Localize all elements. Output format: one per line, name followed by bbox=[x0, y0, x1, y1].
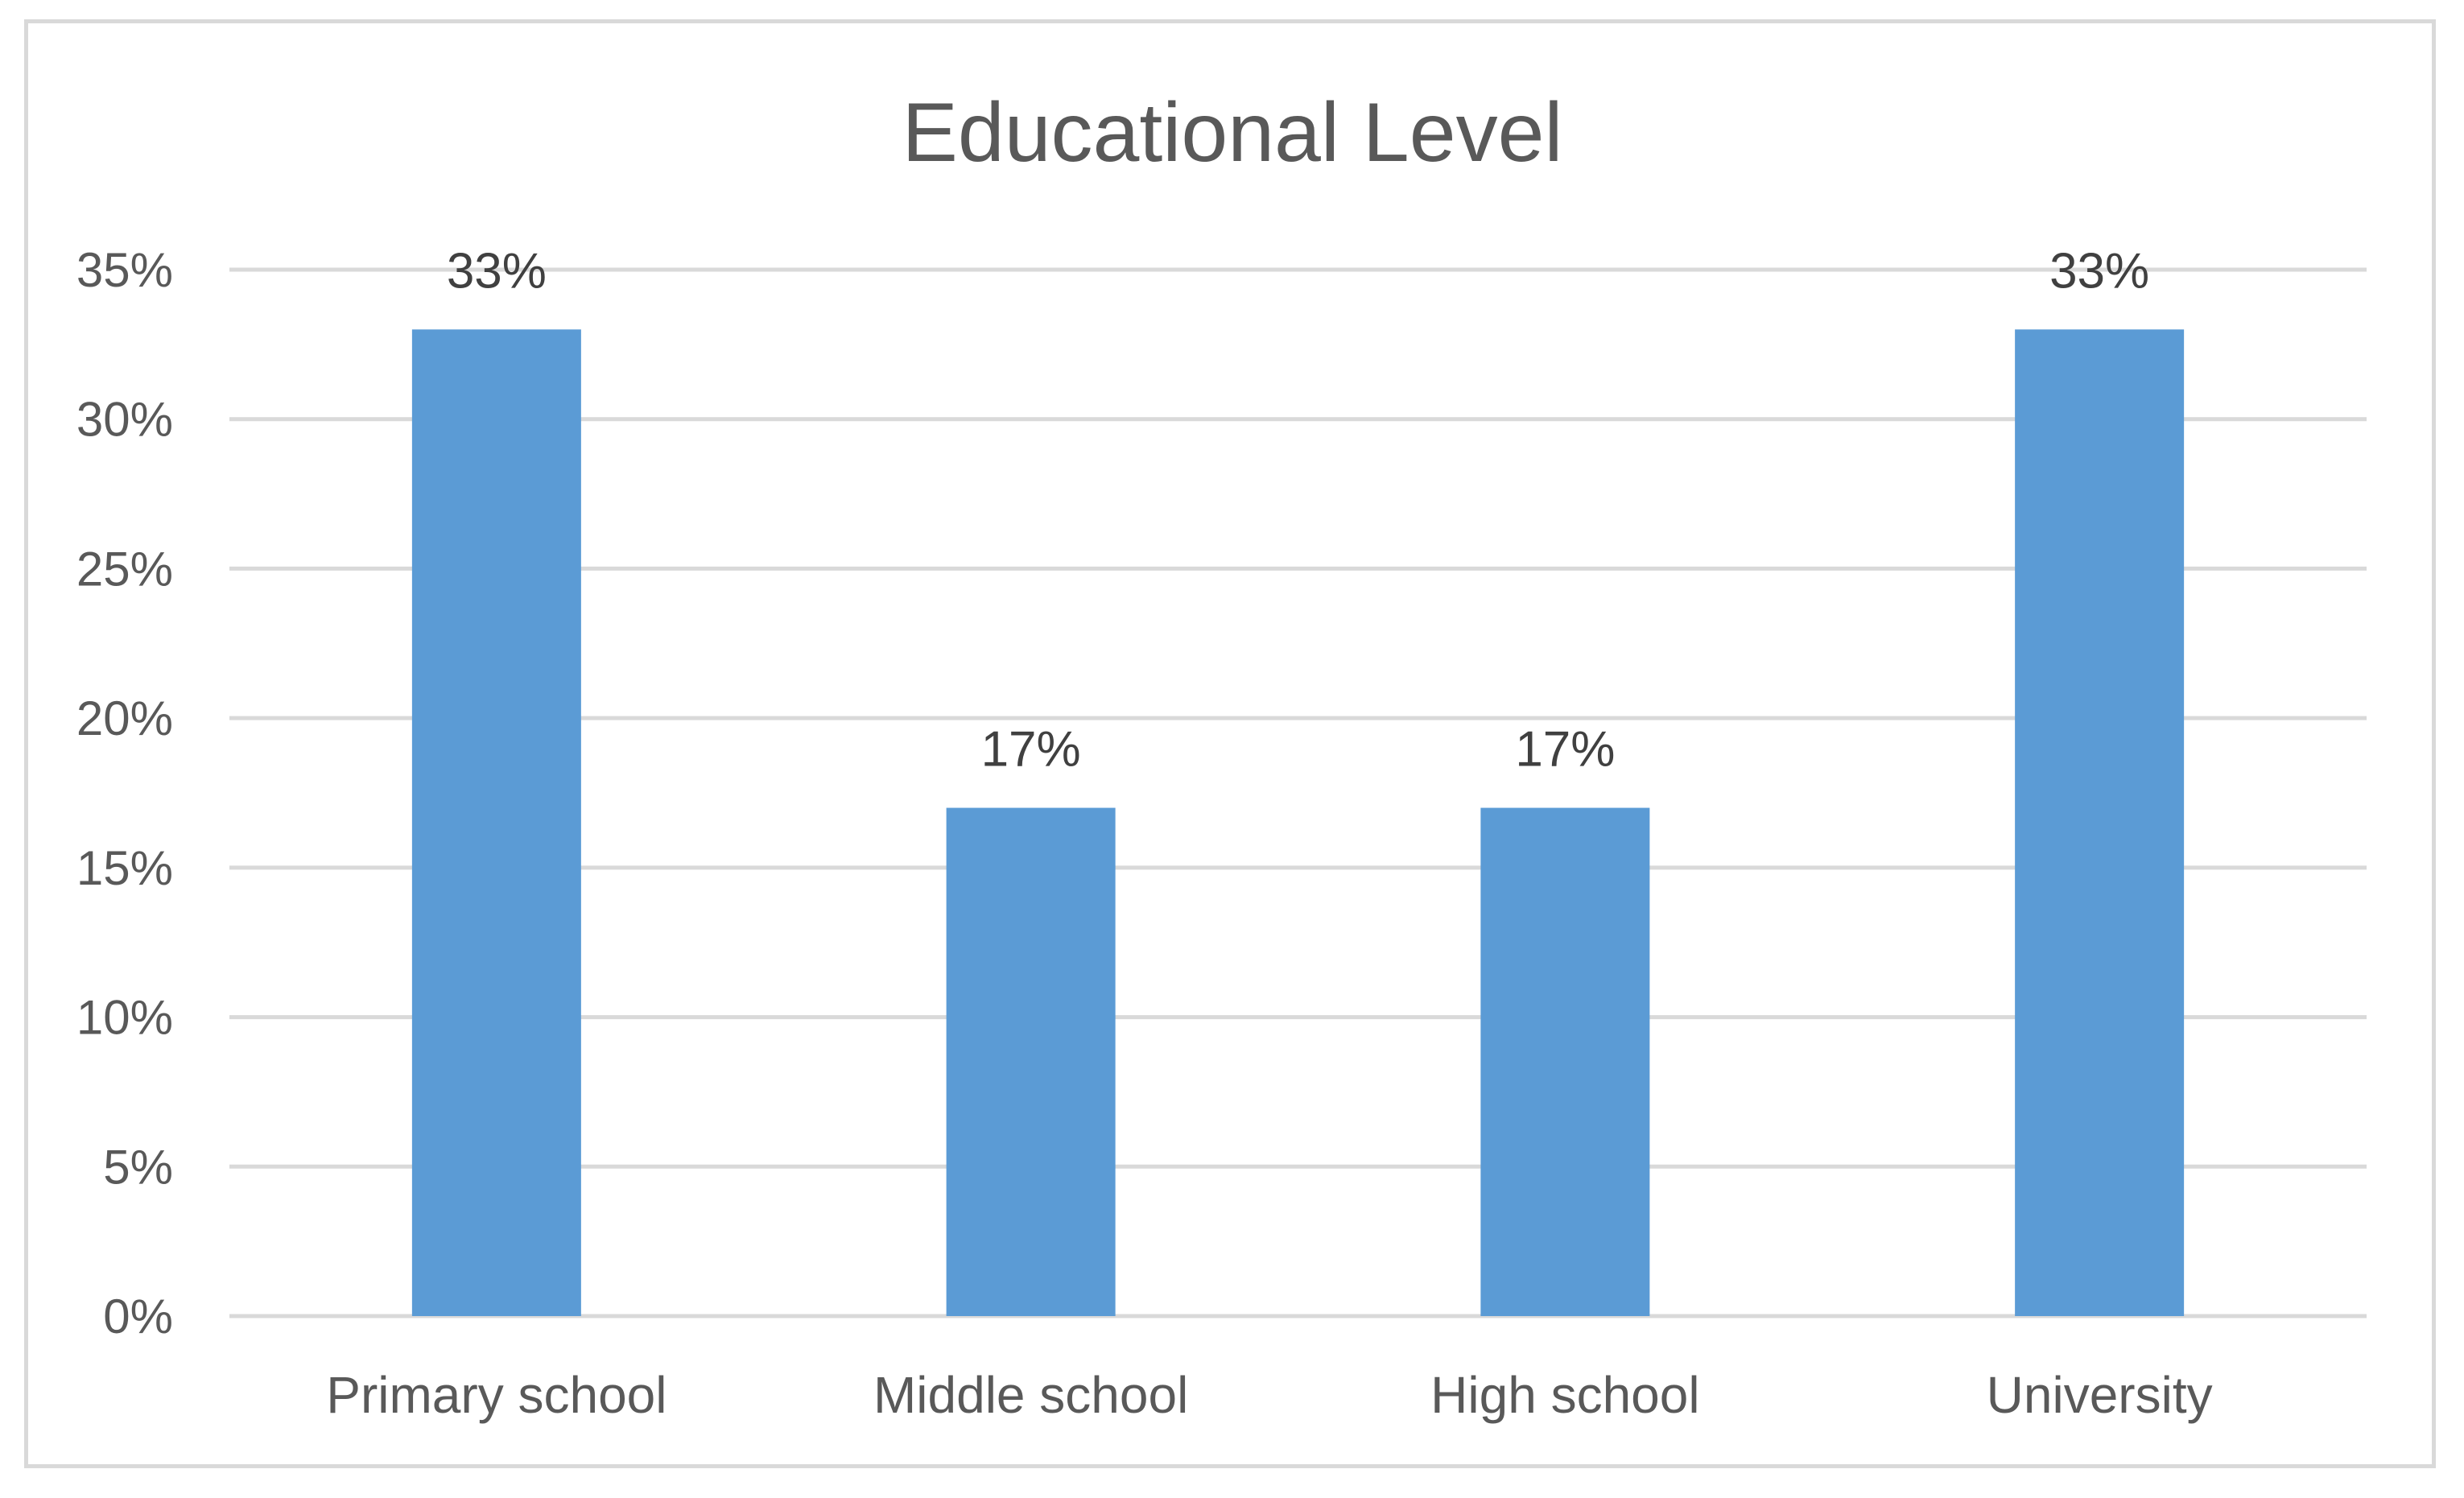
y-tick-label: 35% bbox=[76, 243, 173, 297]
data-label: 33% bbox=[2049, 243, 2149, 299]
y-tick-label: 5% bbox=[103, 1140, 173, 1194]
y-tick-label: 25% bbox=[76, 542, 173, 596]
x-axis-categories: Primary school Middle school High school Un… bbox=[326, 1366, 2212, 1424]
gridlines bbox=[229, 267, 2367, 1318]
chart-title: Educational Level bbox=[902, 86, 1562, 180]
y-tick-label: 15% bbox=[76, 841, 173, 895]
bars bbox=[411, 329, 2185, 1317]
data-label: 17% bbox=[981, 722, 1081, 778]
y-tick-label: 10% bbox=[76, 991, 173, 1045]
bar bbox=[2015, 329, 2185, 1317]
bar bbox=[411, 329, 581, 1317]
x-category-label: High school bbox=[1430, 1366, 1699, 1424]
y-tick-label: 30% bbox=[76, 393, 173, 447]
bar bbox=[946, 807, 1116, 1316]
x-category-label: Middle school bbox=[873, 1366, 1188, 1424]
y-tick-label: 0% bbox=[103, 1290, 173, 1343]
bar bbox=[1480, 807, 1650, 1316]
x-category-label: Primary school bbox=[326, 1366, 667, 1424]
x-category-label: University bbox=[1987, 1366, 2213, 1424]
data-labels: 33% 17% 17% 33% bbox=[447, 243, 2149, 777]
data-label: 33% bbox=[447, 243, 547, 299]
data-label: 17% bbox=[1515, 722, 1615, 778]
y-tick-label: 20% bbox=[76, 691, 173, 745]
y-axis-ticks: 0% 5% 10% 15% 20% 25% 30% 35% bbox=[76, 243, 173, 1343]
